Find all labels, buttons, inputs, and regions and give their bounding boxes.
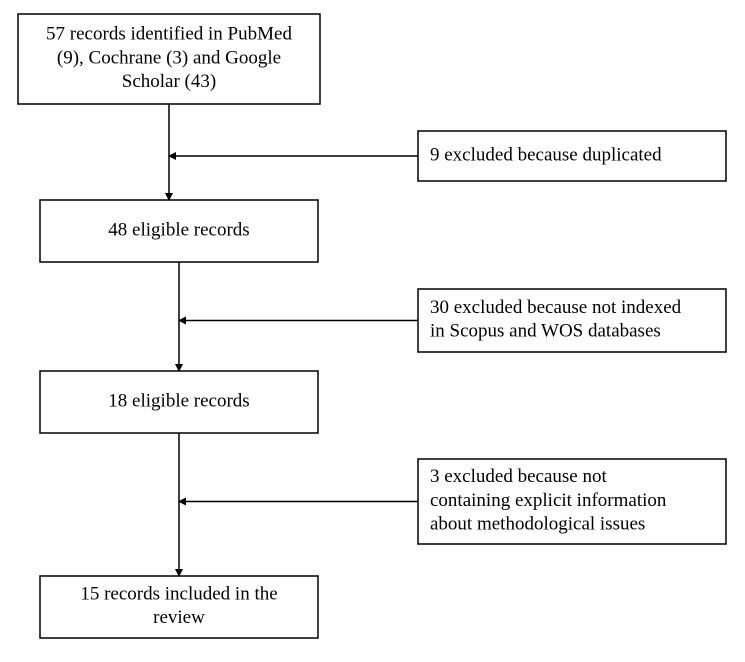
box-text: in Scopus and WOS databases: [430, 321, 661, 342]
box-text: (9), Cochrane (3) and Google: [57, 47, 281, 68]
box-text: 48 eligible records: [108, 219, 249, 240]
box-text: Scholar (43): [122, 71, 216, 92]
flow-side-box: 30 excluded because not indexed in Scopus…: [418, 289, 726, 352]
box-text: containing explicit information: [430, 490, 667, 511]
flow-main-box: 15 records included in the review: [40, 576, 318, 638]
box-text: 18 eligible records: [108, 390, 249, 411]
flow-main-box: 57 records identified in PubMed(9), Coch…: [18, 14, 320, 104]
flow-side-box: 9 excluded because duplicated: [418, 131, 726, 181]
box-text: about methodological issues: [430, 514, 645, 535]
box-text: 3 excluded because not: [430, 466, 607, 487]
box-text: review: [153, 607, 205, 628]
flow-main-box: 48 eligible records: [40, 200, 318, 262]
box-text: 57 records identified in PubMed: [46, 24, 292, 45]
box-text: 15 records included in the: [80, 583, 277, 604]
box-text: 9 excluded because duplicated: [430, 144, 662, 165]
flow-side-box: 3 excluded because not containing explici…: [418, 459, 726, 544]
flow-main-box: 18 eligible records: [40, 371, 318, 433]
box-text: 30 excluded because not indexed: [430, 297, 682, 318]
flowchart-canvas: 57 records identified in PubMed(9), Coch…: [0, 0, 745, 662]
